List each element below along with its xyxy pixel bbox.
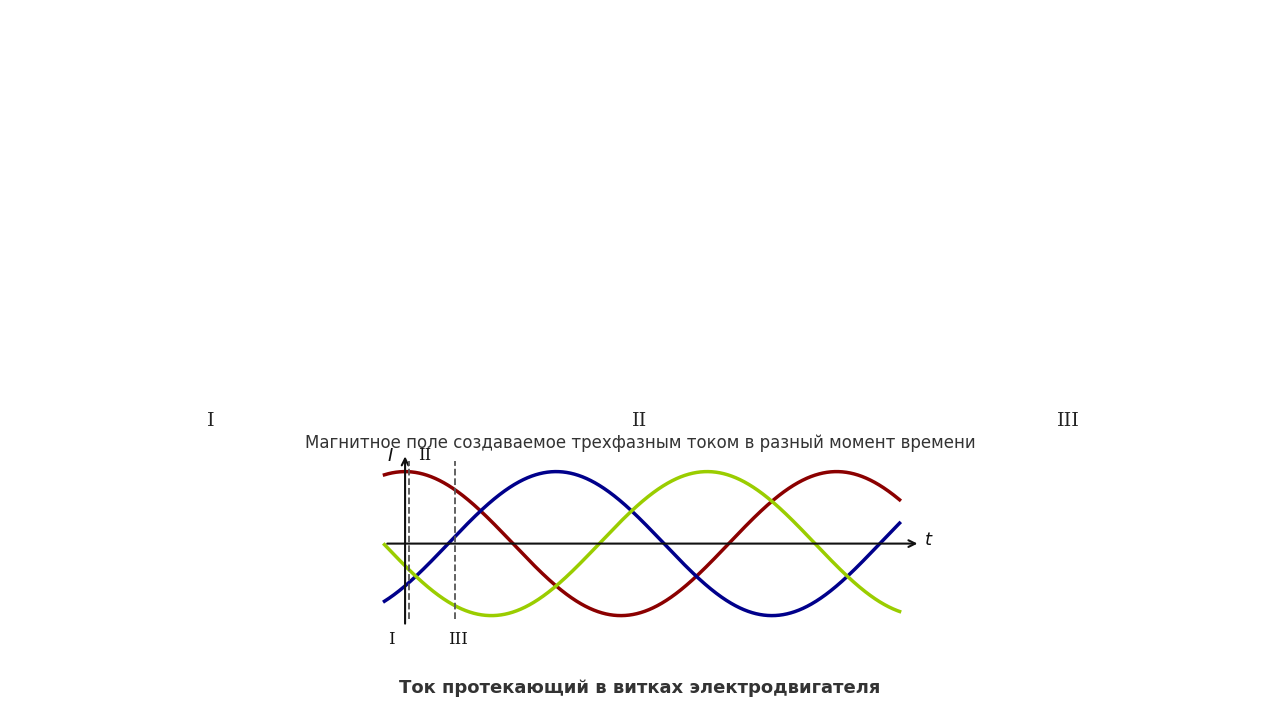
Text: III: III (448, 631, 468, 649)
Text: II: II (417, 447, 431, 464)
Text: Магнитное поле создаваемое трехфазным током в разный момент времени: Магнитное поле создаваемое трехфазным то… (305, 433, 975, 452)
Text: I: I (388, 446, 393, 465)
Text: t: t (925, 531, 932, 549)
Text: II: II (632, 412, 648, 430)
Text: Ток протекающий в витках электродвигателя: Ток протекающий в витках электродвигател… (399, 678, 881, 697)
Text: I: I (388, 631, 394, 649)
Text: III: III (1057, 412, 1080, 430)
Text: I: I (207, 412, 215, 430)
